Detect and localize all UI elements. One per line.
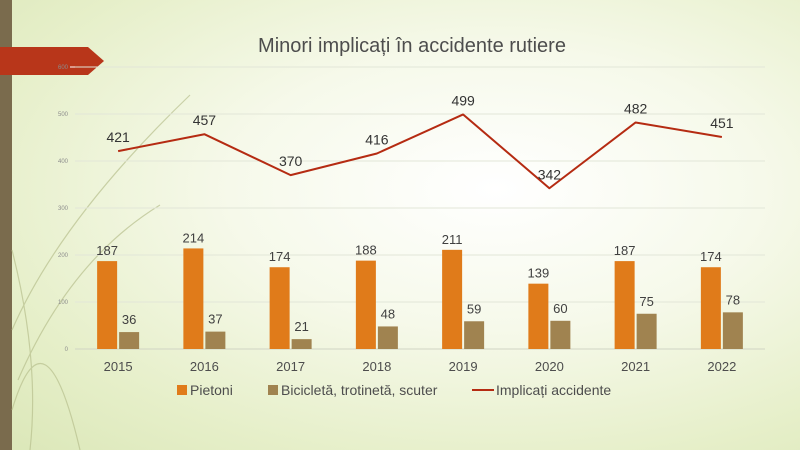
legend-label-biciclete: Bicicletă, trotinetă, scuter	[281, 382, 438, 398]
data-label-implicati: 342	[538, 166, 562, 182]
x-tick-label: 2019	[449, 359, 478, 374]
bar-biciclete	[205, 331, 226, 349]
y-tick-label: 500	[58, 112, 69, 118]
data-label-implicati: 482	[624, 100, 648, 116]
chart-title: Minori implicați în accidente rutiere	[258, 35, 566, 57]
legend-swatch-biciclete	[268, 385, 278, 395]
data-label-pietoni: 187	[96, 243, 118, 258]
y-tick-label: 0	[65, 347, 69, 353]
x-tick-label: 2017	[276, 359, 305, 374]
x-tick-label: 2022	[707, 359, 736, 374]
data-label-pietoni: 174	[700, 249, 722, 264]
title-banner-arrow	[0, 47, 104, 75]
data-label-pietoni: 187	[614, 243, 636, 258]
data-label-biciclete: 78	[726, 292, 740, 307]
data-label-implicati: 370	[279, 153, 303, 169]
data-label-implicati: 416	[365, 131, 389, 147]
x-tick-label: 2015	[104, 359, 133, 374]
bar-pietoni	[528, 283, 549, 349]
data-label-biciclete: 60	[553, 301, 567, 316]
data-label-biciclete: 48	[381, 306, 395, 321]
data-label-biciclete: 59	[467, 301, 481, 316]
data-label-implicati: 421	[106, 129, 130, 145]
gridlines	[75, 66, 765, 303]
bar-biciclete	[550, 320, 571, 349]
data-label-pietoni: 214	[183, 230, 205, 245]
y-axis-ticks: 0 100 200 300 400 500 600	[58, 65, 69, 353]
bar-pietoni	[614, 261, 635, 349]
category-labels: 2015 2016 2017 2018 2019 2020 2021 2022	[104, 359, 737, 374]
bar-pietoni	[442, 249, 463, 349]
bar-biciclete	[119, 332, 140, 349]
legend-swatch-pietoni	[177, 385, 187, 395]
y-tick-label: 400	[58, 159, 69, 165]
data-label-biciclete: 75	[639, 294, 653, 309]
bar-pietoni	[355, 260, 376, 349]
bar-biciclete	[291, 339, 312, 349]
y-tick-label: 600	[58, 65, 69, 71]
legend: Pietoni Bicicletă, trotinetă, scuter Imp…	[177, 382, 611, 398]
bars: 187 36 214 37 174 21 188 48 211 59 139 60 187 75 174 78	[96, 230, 743, 349]
bar-biciclete	[722, 312, 743, 349]
left-accent-bar	[0, 0, 12, 450]
line-implicati-accidente	[117, 113, 723, 190]
y-tick-label: 200	[58, 253, 69, 259]
data-label-implicati: 499	[451, 92, 475, 108]
data-label-pietoni: 174	[269, 249, 291, 264]
bar-biciclete	[377, 326, 398, 349]
x-tick-label: 2021	[621, 359, 650, 374]
decorative-curves	[11, 94, 191, 450]
x-tick-label: 2016	[190, 359, 219, 374]
y-tick-label: 300	[58, 206, 69, 212]
data-label-pietoni: 211	[442, 232, 463, 247]
bar-pietoni	[269, 267, 290, 349]
data-label-implicati: 457	[193, 112, 217, 128]
y-tick-label: 100	[58, 300, 69, 306]
data-label-implicati: 451	[710, 115, 734, 131]
legend-label-line: Implicați accidente	[496, 382, 611, 398]
x-tick-label: 2020	[535, 359, 564, 374]
data-label-biciclete: 36	[122, 312, 136, 327]
bar-biciclete	[464, 321, 485, 349]
data-label-pietoni: 139	[528, 266, 550, 281]
line-series: 421 457 370 416 499 342 482 451	[106, 92, 734, 190]
data-label-pietoni: 188	[355, 243, 377, 258]
bar-pietoni	[183, 248, 204, 349]
data-label-biciclete: 21	[294, 319, 308, 334]
legend-label-pietoni: Pietoni	[190, 382, 233, 398]
x-tick-label: 2018	[362, 359, 391, 374]
bar-pietoni	[700, 267, 721, 349]
bar-pietoni	[97, 261, 118, 349]
data-label-biciclete: 37	[208, 312, 222, 327]
bar-biciclete	[636, 313, 657, 349]
